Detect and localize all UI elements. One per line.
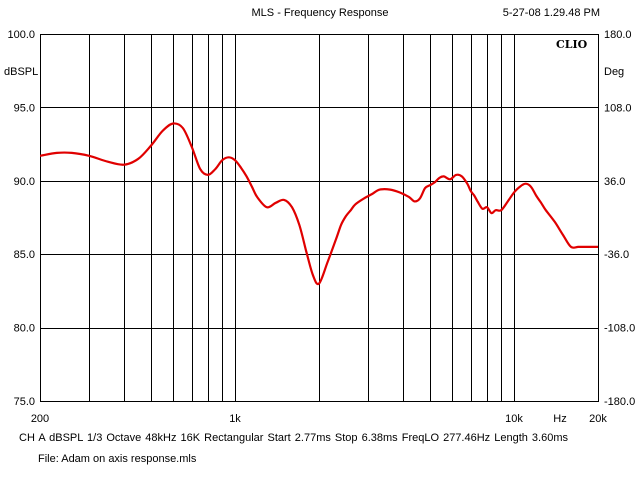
y2-tick-label: -108.0 — [604, 323, 635, 335]
y-axis-label: dBSPL — [4, 66, 39, 78]
x-tick-label: 200 — [31, 413, 49, 425]
timestamp: 5-27-08 1.29.48 PM — [502, 7, 600, 19]
x-tick-label: 20k — [589, 413, 607, 425]
plot-frame — [40, 34, 599, 402]
y-tick-label: 75.0 — [14, 396, 35, 408]
x-unit-label: Hz — [553, 413, 566, 425]
y-tick-label: 100.0 — [7, 29, 35, 41]
response-curve — [40, 122, 598, 286]
y2-tick-label: -180.0 — [604, 396, 635, 408]
y2-tick-label: 36.0 — [604, 176, 625, 188]
y-tick-label: 80.0 — [14, 323, 35, 335]
clio-logo: CLIO — [556, 38, 588, 51]
measurement-settings: CH A dBSPL 1/3 Octave 48kHz 16K Rectangu… — [19, 432, 568, 444]
y-tick-label: 95.0 — [14, 102, 35, 114]
y2-tick-label: 180.0 — [604, 29, 632, 41]
chart-title: MLS - Frequency Response — [251, 7, 389, 19]
file-name: File: Adam on axis response.mls — [38, 453, 197, 465]
y2-tick-label: -36.0 — [604, 249, 629, 261]
x-tick-label: 1k — [229, 413, 241, 425]
y2-tick-label: 108.0 — [604, 102, 632, 114]
y-tick-label: 90.0 — [14, 176, 35, 188]
x-tick-label: 10k — [505, 413, 523, 425]
y-tick-label: 85.0 — [14, 249, 35, 261]
y2-axis-label: Deg — [604, 66, 625, 78]
